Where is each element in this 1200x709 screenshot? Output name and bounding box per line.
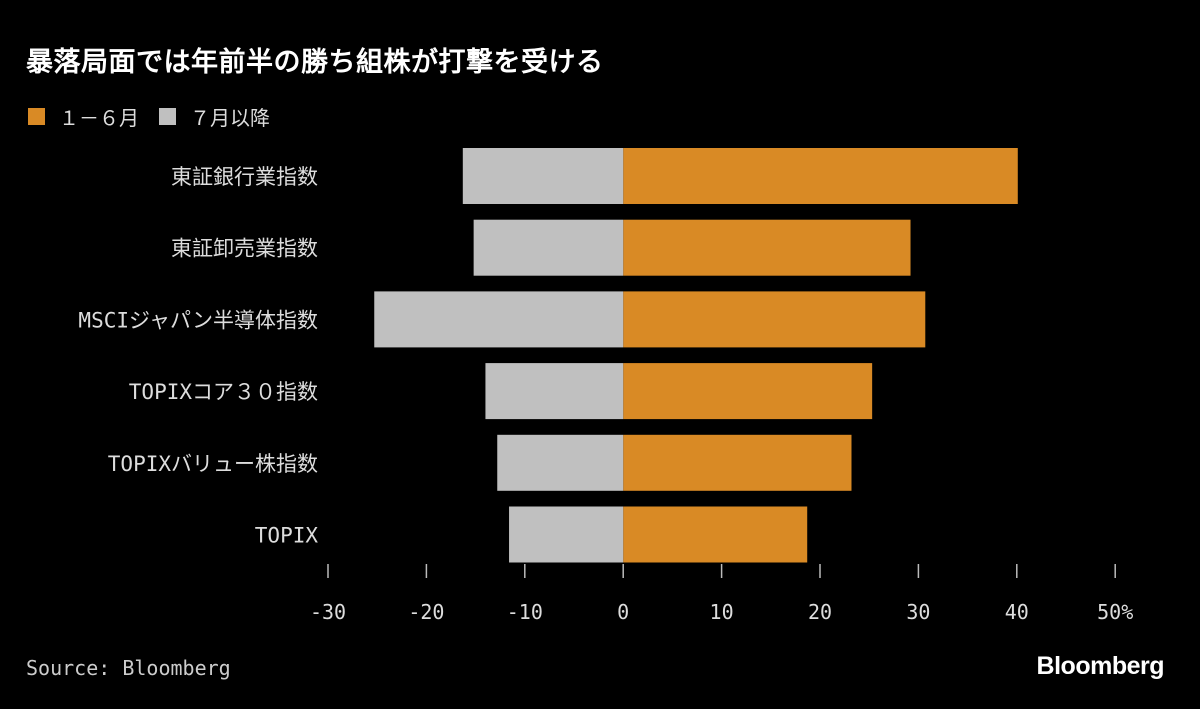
legend: １－６月 ７月以降 (28, 102, 290, 131)
bar-h1-5 (623, 506, 808, 563)
bar-h1-4 (623, 434, 852, 491)
category-label: 東証銀行業指数 (171, 165, 318, 189)
x-tick-label: 10 (710, 600, 734, 624)
bar-h2-0 (462, 148, 624, 204)
legend-label-h1: １－６月 (59, 106, 139, 130)
bar-h2-5 (509, 506, 624, 563)
legend-label-h2: ７月以降 (190, 106, 270, 130)
bar-h2-2 (374, 291, 624, 348)
legend-item-h2: ７月以降 (159, 102, 270, 131)
x-tick-label: -10 (507, 600, 543, 624)
x-tick-label: 30 (906, 600, 930, 624)
category-label: TOPIXバリュー株指数 (108, 452, 318, 476)
category-label: TOPIX (255, 524, 319, 548)
x-tick-label: -30 (310, 600, 346, 624)
bar-h2-4 (497, 434, 624, 491)
category-label: TOPIXコア３０指数 (129, 380, 318, 404)
x-tick-label: 0 (617, 600, 629, 624)
bar-h1-2 (623, 291, 926, 348)
category-label: 東証卸売業指数 (171, 237, 318, 261)
legend-swatch-h2 (159, 108, 176, 125)
bar-h1-0 (623, 148, 1018, 204)
x-tick-label: 40 (1005, 600, 1029, 624)
x-tick-label: 50% (1097, 600, 1133, 624)
category-label: MSCIジャパン半導体指数 (78, 308, 318, 332)
bar-h2-1 (473, 219, 624, 276)
chart-title: 暴落局面では年前半の勝ち組株が打撃を受ける (26, 47, 604, 78)
legend-swatch-h1 (28, 108, 45, 125)
bar-h2-3 (485, 363, 624, 420)
bloomberg-logo: Bloomberg (1036, 652, 1165, 680)
x-tick-label: 20 (808, 600, 832, 624)
bar-h1-3 (623, 363, 873, 420)
legend-item-h1: １－６月 (28, 102, 139, 131)
x-tick-label: -20 (408, 600, 444, 624)
source-note: Source: Bloomberg (26, 656, 231, 680)
bar-h1-1 (623, 219, 911, 276)
